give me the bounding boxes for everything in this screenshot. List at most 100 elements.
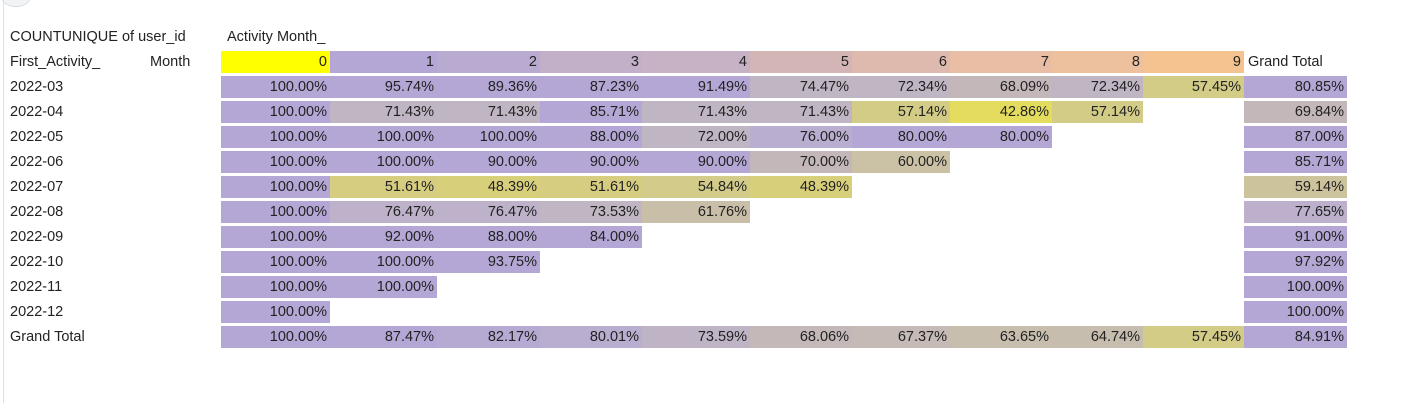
cell-2022-10-m0[interactable]: 100.00% — [221, 251, 330, 273]
column-header-5[interactable]: 5 — [750, 51, 852, 73]
grand-total-m5[interactable]: 68.06% — [750, 326, 852, 348]
cell-2022-03-m9[interactable]: 57.45% — [1143, 76, 1244, 98]
grand-total-overall[interactable]: 84.91% — [1244, 326, 1347, 348]
cell-2022-03-m6[interactable]: 72.34% — [852, 76, 950, 98]
row-total-2022-08[interactable]: 77.65% — [1244, 201, 1347, 223]
cell-2022-07-m5[interactable]: 48.39% — [750, 176, 852, 198]
row-label-2022-10[interactable]: 2022-10 — [10, 254, 64, 270]
grand-total-m0[interactable]: 100.00% — [221, 326, 330, 348]
grand-total-m3[interactable]: 80.01% — [540, 326, 642, 348]
cell-2022-06-m1[interactable]: 100.00% — [330, 151, 437, 173]
column-header-2[interactable]: 2 — [437, 51, 540, 73]
cell-2022-03-m4[interactable]: 91.49% — [642, 76, 750, 98]
cell-2022-09-m1[interactable]: 92.00% — [330, 226, 437, 248]
row-label-2022-03[interactable]: 2022-03 — [10, 79, 64, 95]
cell-2022-04-m6[interactable]: 57.14% — [852, 101, 950, 123]
cell-2022-04-m2[interactable]: 71.43% — [437, 101, 540, 123]
grand-total-m4[interactable]: 73.59% — [642, 326, 750, 348]
cell-2022-05-m4[interactable]: 72.00% — [642, 126, 750, 148]
row-total-2022-10[interactable]: 97.92% — [1244, 251, 1347, 273]
cell-2022-11-m0[interactable]: 100.00% — [221, 276, 330, 298]
grand-total-m7[interactable]: 63.65% — [950, 326, 1052, 348]
cell-2022-03-m1[interactable]: 95.74% — [330, 76, 437, 98]
row-label-2022-04[interactable]: 2022-04 — [10, 104, 64, 120]
cell-2022-03-m2[interactable]: 89.36% — [437, 76, 540, 98]
grand-total-m9[interactable]: 57.45% — [1143, 326, 1244, 348]
row-total-2022-06[interactable]: 85.71% — [1244, 151, 1347, 173]
column-header-6[interactable]: 6 — [852, 51, 950, 73]
cell-2022-07-m3[interactable]: 51.61% — [540, 176, 642, 198]
cell-2022-05-m7[interactable]: 80.00% — [950, 126, 1052, 148]
cell-2022-10-m2[interactable]: 93.75% — [437, 251, 540, 273]
cell-2022-03-m8[interactable]: 72.34% — [1052, 76, 1143, 98]
cell-2022-06-m5[interactable]: 70.00% — [750, 151, 852, 173]
cell-2022-09-m2[interactable]: 88.00% — [437, 226, 540, 248]
column-header-1[interactable]: 1 — [330, 51, 437, 73]
cell-2022-11-m1[interactable]: 100.00% — [330, 276, 437, 298]
row-total-2022-11[interactable]: 100.00% — [1244, 276, 1347, 298]
cell-2022-04-m1[interactable]: 71.43% — [330, 101, 437, 123]
cell-2022-08-m4[interactable]: 61.76% — [642, 201, 750, 223]
cell-2022-08-m1[interactable]: 76.47% — [330, 201, 437, 223]
column-header-grand-total[interactable]: Grand Total — [1248, 54, 1323, 70]
cell-2022-03-m3[interactable]: 87.23% — [540, 76, 642, 98]
cell-2022-07-m0[interactable]: 100.00% — [221, 176, 330, 198]
row-label-2022-05[interactable]: 2022-05 — [10, 129, 64, 145]
sheet-corner-tab — [0, 0, 32, 7]
cell-2022-05-m0[interactable]: 100.00% — [221, 126, 330, 148]
cell-2022-06-m4[interactable]: 90.00% — [642, 151, 750, 173]
cell-2022-06-m0[interactable]: 100.00% — [221, 151, 330, 173]
row-label-2022-08[interactable]: 2022-08 — [10, 204, 64, 220]
cell-2022-05-m3[interactable]: 88.00% — [540, 126, 642, 148]
cell-2022-04-m8[interactable]: 57.14% — [1052, 101, 1143, 123]
grand-total-m6[interactable]: 67.37% — [852, 326, 950, 348]
column-header-0[interactable]: 0 — [221, 51, 330, 73]
cell-2022-05-m2[interactable]: 100.00% — [437, 126, 540, 148]
column-header-4[interactable]: 4 — [642, 51, 750, 73]
cell-2022-04-m3[interactable]: 85.71% — [540, 101, 642, 123]
cell-2022-05-m1[interactable]: 100.00% — [330, 126, 437, 148]
cell-2022-08-m2[interactable]: 76.47% — [437, 201, 540, 223]
column-header-9[interactable]: 9 — [1143, 51, 1244, 73]
row-total-2022-07[interactable]: 59.14% — [1244, 176, 1347, 198]
column-header-3[interactable]: 3 — [540, 51, 642, 73]
cell-2022-12-m0[interactable]: 100.00% — [221, 301, 330, 323]
row-field-header-month: Month — [150, 54, 191, 70]
cell-2022-08-m3[interactable]: 73.53% — [540, 201, 642, 223]
cell-2022-08-m0[interactable]: 100.00% — [221, 201, 330, 223]
cell-2022-03-m7[interactable]: 68.09% — [950, 76, 1052, 98]
row-total-2022-03[interactable]: 80.85% — [1244, 76, 1347, 98]
cell-2022-03-m5[interactable]: 74.47% — [750, 76, 852, 98]
cell-2022-05-m6[interactable]: 80.00% — [852, 126, 950, 148]
row-label-2022-11[interactable]: 2022-11 — [10, 279, 63, 295]
column-header-8[interactable]: 8 — [1052, 51, 1143, 73]
cell-2022-06-m2[interactable]: 90.00% — [437, 151, 540, 173]
row-label-2022-06[interactable]: 2022-06 — [10, 154, 64, 170]
grand-total-row-label[interactable]: Grand Total — [10, 329, 85, 345]
cell-2022-03-m0[interactable]: 100.00% — [221, 76, 330, 98]
cell-2022-06-m6[interactable]: 60.00% — [852, 151, 950, 173]
row-total-2022-09[interactable]: 91.00% — [1244, 226, 1347, 248]
cell-2022-09-m3[interactable]: 84.00% — [540, 226, 642, 248]
cell-2022-09-m0[interactable]: 100.00% — [221, 226, 330, 248]
cell-2022-04-m4[interactable]: 71.43% — [642, 101, 750, 123]
cell-2022-04-m7[interactable]: 42.86% — [950, 101, 1052, 123]
cell-2022-05-m5[interactable]: 76.00% — [750, 126, 852, 148]
cell-2022-04-m5[interactable]: 71.43% — [750, 101, 852, 123]
row-label-2022-09[interactable]: 2022-09 — [10, 229, 64, 245]
grand-total-m8[interactable]: 64.74% — [1052, 326, 1143, 348]
grand-total-m2[interactable]: 82.17% — [437, 326, 540, 348]
row-total-2022-04[interactable]: 69.84% — [1244, 101, 1347, 123]
grand-total-m1[interactable]: 87.47% — [330, 326, 437, 348]
cell-2022-07-m2[interactable]: 48.39% — [437, 176, 540, 198]
cell-2022-10-m1[interactable]: 100.00% — [330, 251, 437, 273]
cell-2022-07-m1[interactable]: 51.61% — [330, 176, 437, 198]
cell-2022-06-m3[interactable]: 90.00% — [540, 151, 642, 173]
row-total-2022-12[interactable]: 100.00% — [1244, 301, 1347, 323]
row-total-2022-05[interactable]: 87.00% — [1244, 126, 1347, 148]
cell-2022-07-m4[interactable]: 54.84% — [642, 176, 750, 198]
cell-2022-04-m0[interactable]: 100.00% — [221, 101, 330, 123]
column-header-7[interactable]: 7 — [950, 51, 1052, 73]
row-label-2022-12[interactable]: 2022-12 — [10, 304, 64, 320]
row-label-2022-07[interactable]: 2022-07 — [10, 179, 64, 195]
